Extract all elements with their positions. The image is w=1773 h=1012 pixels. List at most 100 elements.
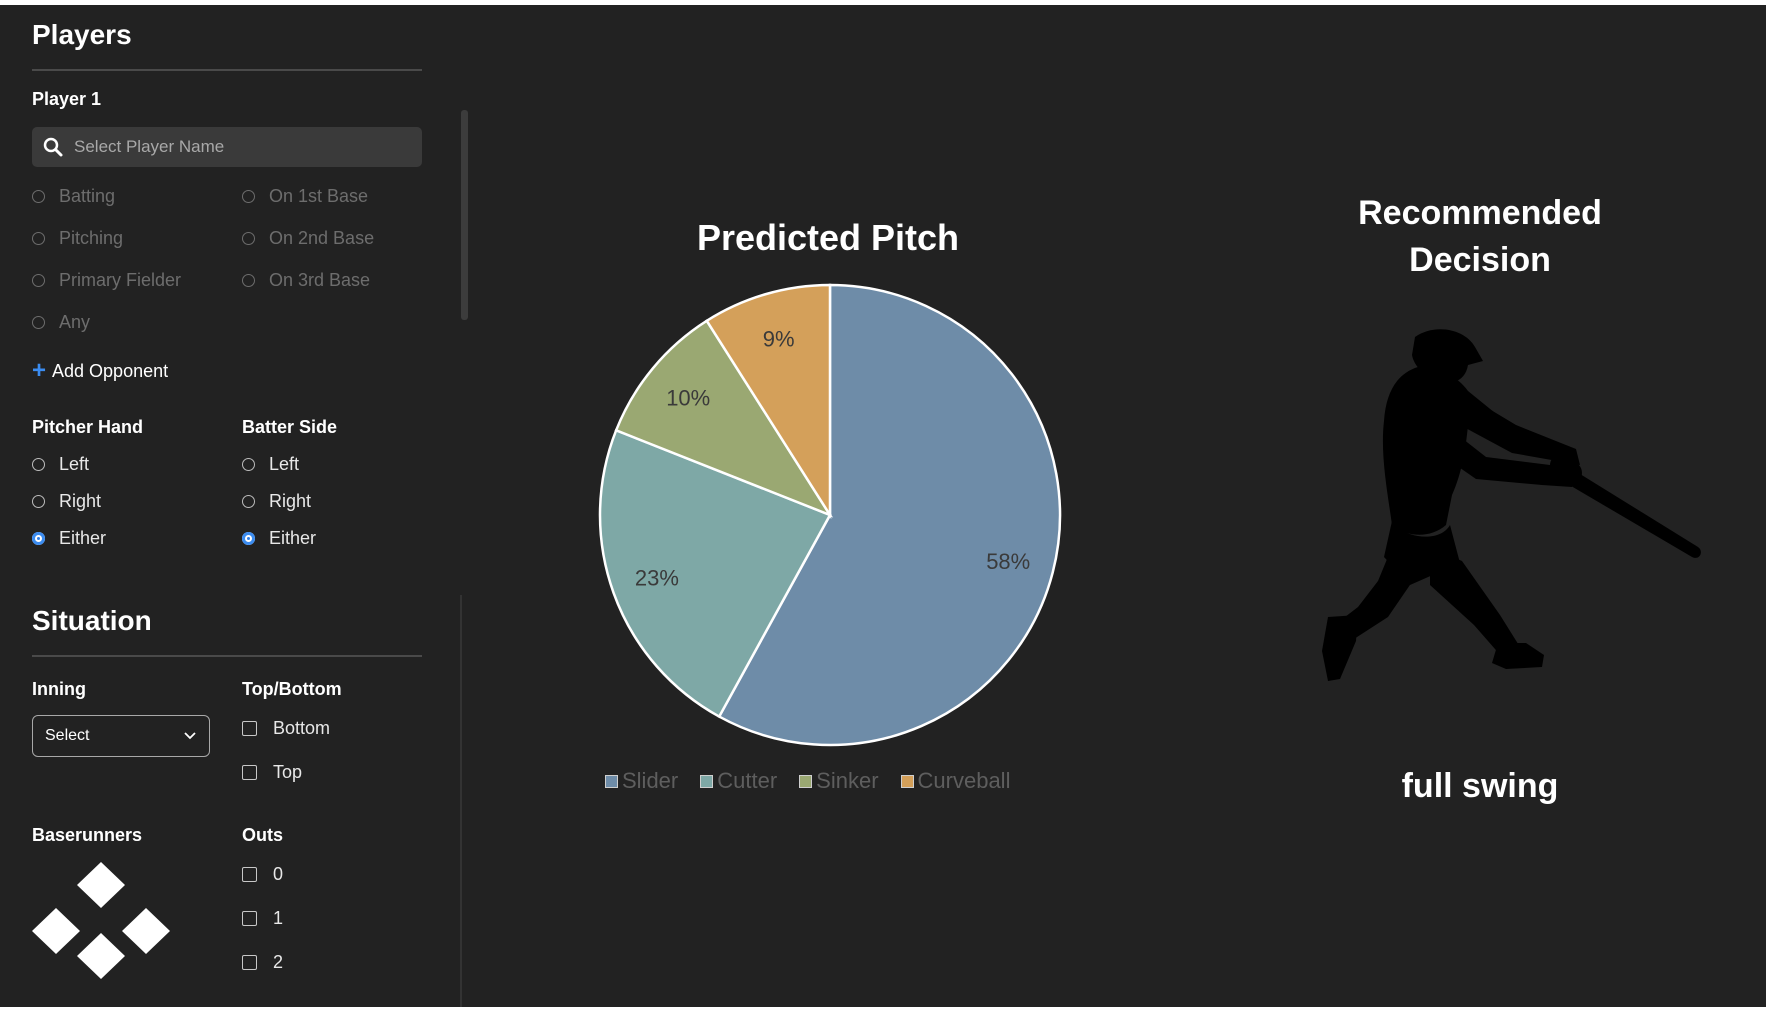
pitcher-hand-either[interactable]: Either [32, 528, 106, 549]
decision-heading-line1: Recommended [1358, 194, 1602, 232]
sidebar-divider [460, 595, 462, 1007]
legend-swatch [900, 774, 914, 788]
radio-icon[interactable] [242, 458, 255, 471]
option-label: Bottom [273, 718, 331, 738]
radio-icon[interactable] [32, 495, 45, 508]
inning-label: Inning [32, 679, 86, 699]
pie-chart: 58% 23% 10% 9% [598, 283, 1062, 747]
player-search-box[interactable] [32, 127, 422, 167]
pie-slice-curveball [705, 283, 832, 520]
option-label: 1 [273, 908, 284, 928]
chart-title: Predicted Pitch [696, 217, 960, 258]
pie-label-sinker: 10% [666, 386, 710, 411]
radio-icon[interactable] [242, 232, 255, 245]
radio-icon[interactable] [242, 495, 255, 508]
radio-icon[interactable] [32, 190, 45, 203]
role-label: Any [59, 312, 91, 332]
role-batting[interactable]: Batting [32, 186, 115, 207]
baserunners-label: Baserunners [32, 825, 143, 845]
pitcher-hand-right[interactable]: Right [32, 491, 101, 512]
add-opponent-button[interactable]: + Add Opponent [32, 359, 168, 383]
checkbox-icon[interactable] [242, 955, 257, 970]
decision-value: full swing [1401, 767, 1559, 805]
chevron-down-icon [184, 732, 196, 740]
pie-slice-sinker [614, 319, 834, 518]
checkbox-icon[interactable] [242, 911, 257, 926]
legend-label: Cutter [717, 768, 778, 793]
player1-label: Player 1 [32, 89, 102, 109]
role-on-1st[interactable]: On 1st Base [242, 186, 368, 207]
batter-side-either[interactable]: Either [242, 528, 316, 549]
second-base[interactable] [77, 862, 125, 908]
option-label: Either [269, 528, 317, 548]
role-pitching[interactable]: Pitching [32, 228, 123, 249]
player-search-input[interactable] [72, 136, 406, 158]
batter-side-label: Batter Side [242, 417, 338, 437]
radio-icon[interactable] [242, 274, 255, 287]
legend-label: Curveball [917, 768, 1011, 793]
search-icon [43, 137, 63, 157]
role-label: On 1st Base [269, 186, 369, 206]
option-label: Right [59, 491, 102, 511]
pie-label-slider: 58% [986, 549, 1030, 574]
legend-item-curveball: Curveball [900, 768, 1011, 794]
option-label: Left [59, 454, 90, 474]
players-divider [32, 69, 422, 71]
legend-swatch [700, 774, 714, 788]
option-label: Either [59, 528, 107, 548]
plus-icon: + [32, 357, 47, 384]
option-label: 2 [273, 952, 284, 972]
role-label: Primary Fielder [59, 270, 182, 290]
pitcher-hand-left[interactable]: Left [32, 454, 89, 475]
pie-slice-cutter [598, 428, 832, 719]
top-bottom-label: Top/Bottom [242, 679, 342, 699]
checkbox-icon[interactable] [242, 721, 257, 736]
radio-icon[interactable] [32, 458, 45, 471]
half-top-checkbox[interactable]: Top [242, 762, 302, 783]
checkbox-icon[interactable] [242, 765, 257, 780]
radio-icon[interactable] [32, 316, 45, 329]
role-on-2nd[interactable]: On 2nd Base [242, 228, 374, 249]
radio-icon[interactable] [32, 274, 45, 287]
radio-selected-icon[interactable] [242, 532, 255, 545]
inning-select[interactable]: Select [32, 715, 210, 757]
option-label: Right [269, 491, 312, 511]
add-opponent-label: Add Opponent [52, 360, 169, 381]
legend-swatch [799, 774, 813, 788]
radio-icon[interactable] [242, 190, 255, 203]
batter-side-right[interactable]: Right [242, 491, 311, 512]
legend-item-slider: Slider [605, 768, 678, 794]
pie-slice-slider [717, 283, 1062, 747]
third-base[interactable] [32, 908, 80, 954]
players-heading: Players [32, 19, 132, 50]
role-label: Pitching [59, 228, 124, 248]
legend-swatch [605, 774, 618, 788]
sidebar-scrollbar[interactable] [461, 110, 468, 320]
first-base[interactable] [122, 908, 170, 954]
outs-1-checkbox[interactable]: 1 [242, 908, 283, 929]
half-bottom-checkbox[interactable]: Bottom [242, 718, 330, 739]
outs-0-checkbox[interactable]: 0 [242, 864, 283, 885]
situation-heading: Situation [32, 605, 152, 636]
legend-item-cutter: Cutter [700, 768, 777, 794]
role-on-3rd[interactable]: On 3rd Base [242, 270, 370, 291]
home-plate[interactable] [77, 933, 125, 979]
legend-item-sinker: Sinker [799, 768, 879, 794]
baserunners-diamond [32, 862, 170, 979]
checkbox-icon[interactable] [242, 867, 257, 882]
legend-label: Sinker [816, 768, 879, 793]
inning-select-value: Select [45, 727, 90, 744]
pie-label-curveball: 9% [763, 326, 795, 351]
role-label: Batting [59, 186, 116, 206]
outs-2-checkbox[interactable]: 2 [242, 952, 283, 973]
option-label: Left [269, 454, 300, 474]
radio-icon[interactable] [32, 232, 45, 245]
batter-side-left[interactable]: Left [242, 454, 299, 475]
role-primary-fielder[interactable]: Primary Fielder [32, 270, 181, 291]
option-label: Top [273, 762, 303, 782]
role-any[interactable]: Any [32, 312, 90, 333]
decision-heading: Recommended Decision [1270, 190, 1690, 284]
chart-legend: Slider Cutter Sinker Curveball [605, 768, 1010, 794]
role-label: On 2nd Base [269, 228, 375, 248]
radio-selected-icon[interactable] [32, 532, 45, 545]
